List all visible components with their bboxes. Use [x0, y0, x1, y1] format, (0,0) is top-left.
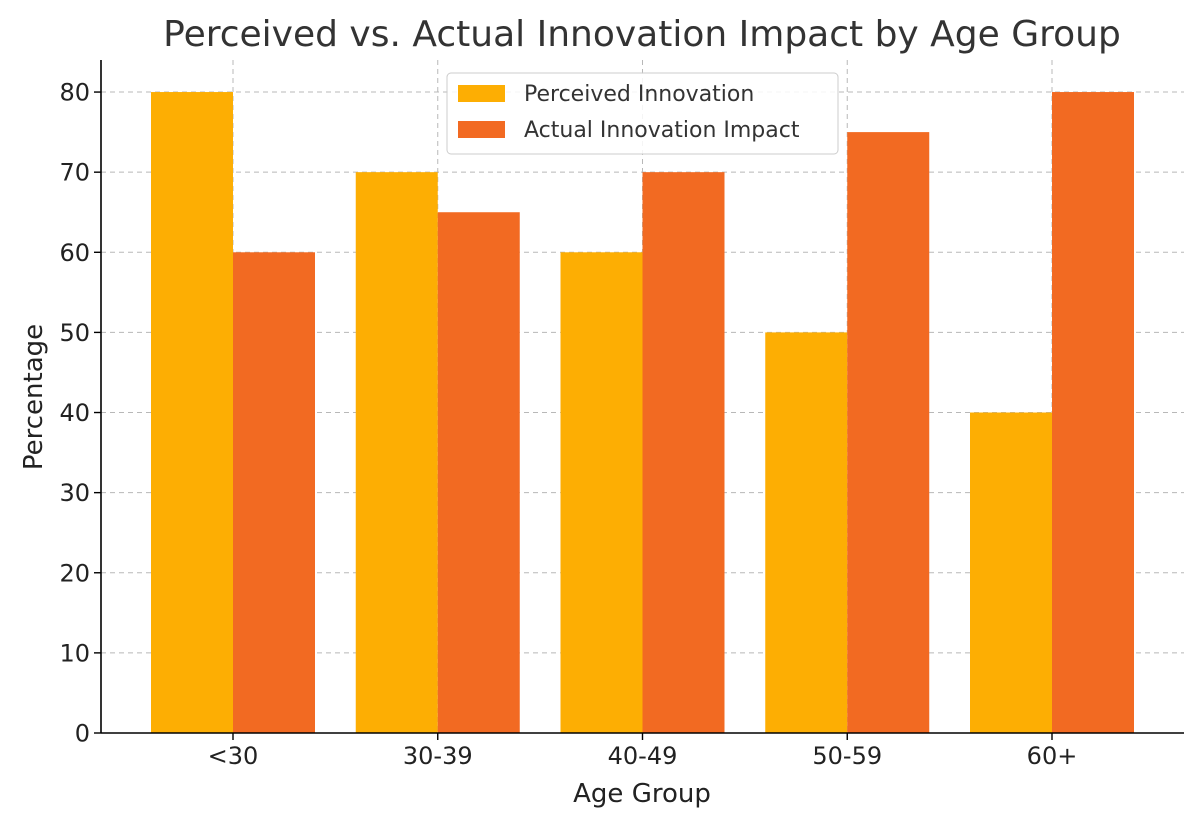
- legend-swatch: [458, 85, 505, 102]
- y-tick-label: 30: [59, 479, 90, 507]
- x-tick-label: <30: [208, 742, 259, 770]
- x-tick-label: 30-39: [403, 742, 473, 770]
- legend: Perceived Innovation Actual Innovation Im…: [446, 72, 839, 155]
- chart-title: Perceived vs. Actual Innovation Impact b…: [163, 14, 1121, 55]
- x-tick-label: 50-59: [812, 742, 882, 770]
- bar-actual-0: [233, 252, 315, 734]
- legend-label: Actual Innovation Impact: [524, 118, 800, 143]
- bars: [151, 92, 1134, 734]
- tick-labels: 0 10 20 30 40 50 60 70 80 <30 30-39 40-49 50-59 60+: [59, 79, 1077, 770]
- y-tick-label: 0: [75, 720, 90, 748]
- bar-perceived-4: [970, 412, 1052, 733]
- y-tick-label: 40: [59, 399, 90, 427]
- legend-swatch: [458, 121, 505, 138]
- bar-actual-1: [437, 212, 520, 733]
- y-tick-label: 80: [59, 79, 90, 107]
- bar-actual-3: [847, 132, 930, 733]
- x-tick-label: 60+: [1027, 742, 1078, 770]
- y-tick-label: 10: [59, 639, 90, 667]
- y-axis-label: Percentage: [19, 324, 49, 470]
- x-tick-label: 40-49: [608, 742, 678, 770]
- x-axis-label: Age Group: [573, 779, 711, 809]
- y-tick-label: 20: [59, 559, 90, 587]
- y-tick-label: 70: [59, 159, 90, 187]
- bar-perceived-2: [560, 252, 643, 734]
- bar-perceived-1: [355, 172, 438, 733]
- bar-actual-4: [1052, 92, 1134, 734]
- bar-perceived-0: [151, 92, 233, 734]
- legend-frame: [446, 72, 839, 155]
- y-tick-label: 50: [59, 319, 90, 347]
- bar-perceived-3: [765, 332, 848, 733]
- bar-actual-2: [642, 172, 725, 733]
- legend-label: Perceived Innovation: [524, 82, 754, 107]
- y-tick-label: 60: [59, 239, 90, 267]
